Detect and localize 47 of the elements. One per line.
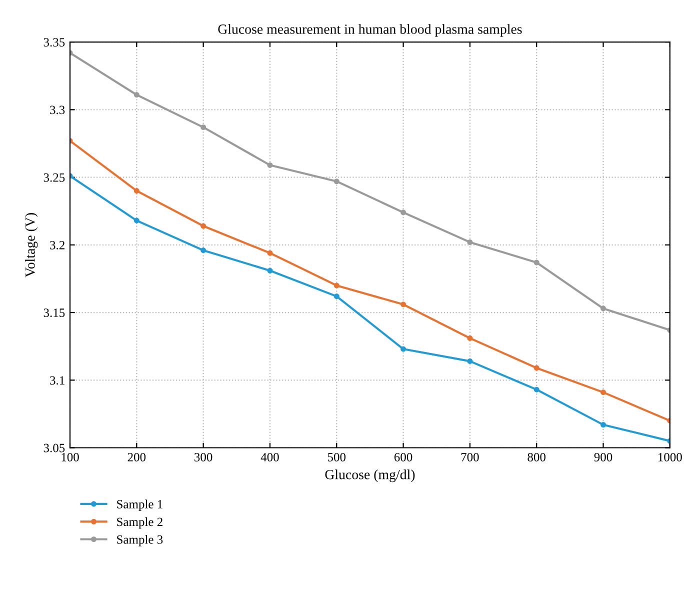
point: [400, 346, 406, 352]
legend-label: Sample 1: [117, 500, 162, 511]
x-tick-label: 600: [394, 452, 412, 462]
point: [200, 223, 206, 229]
y-tick-label: 3.25: [44, 173, 65, 182]
point: [600, 306, 606, 312]
x-tick-label: 1000: [658, 452, 682, 462]
y-tick-label: 3.35: [44, 38, 65, 47]
point: [267, 268, 273, 274]
x-tick-label: 100: [62, 452, 79, 462]
x-tick-label: 700: [461, 452, 479, 462]
point: [134, 92, 140, 98]
legend-label: Sample 2: [117, 517, 162, 529]
point: [400, 302, 406, 308]
point: [200, 248, 206, 254]
y-tick-label: 3.15: [44, 308, 65, 318]
point: [534, 386, 540, 392]
point: [400, 210, 406, 216]
x-axis-title: Glucose (mg/dl): [325, 470, 415, 482]
y-tick-label: 3.1: [50, 376, 64, 385]
point: [200, 124, 206, 130]
x-tick-label: 900: [594, 452, 612, 462]
point: [467, 335, 473, 341]
legend-label: Sample 3: [117, 534, 163, 546]
point: [600, 390, 606, 396]
y-tick-label: 3.05: [44, 444, 65, 452]
x-tick-label: 400: [260, 452, 279, 462]
point: [134, 218, 140, 224]
x-tick-label: 500: [328, 452, 346, 462]
y-tick-label: 3.3: [50, 106, 65, 114]
point: [467, 239, 473, 245]
x-tick-label: 200: [128, 452, 146, 462]
point: [334, 294, 340, 300]
point: [267, 250, 273, 256]
point: [334, 178, 340, 184]
point: [600, 422, 606, 428]
x-tick-label: 800: [528, 452, 546, 462]
y-axis-title: Voltage (V): [25, 213, 38, 278]
point: [534, 260, 540, 266]
point: [534, 365, 540, 371]
point: [467, 358, 473, 364]
point: [134, 188, 140, 194]
chart-title: Glucose measurement in human blood plasma samples: [218, 24, 522, 37]
point: [267, 162, 273, 168]
x-tick-label: 300: [194, 452, 212, 462]
point: [334, 282, 340, 288]
y-tick-label: 3.2: [50, 240, 64, 250]
